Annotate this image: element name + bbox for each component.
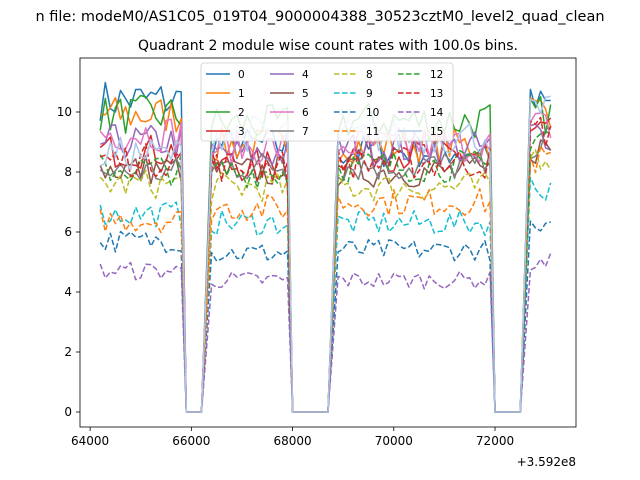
legend-label-9: 9 <box>366 88 373 100</box>
legend-label-6: 6 <box>302 107 309 119</box>
legend-label-8: 8 <box>366 69 373 81</box>
legend-label-4: 4 <box>302 69 309 81</box>
chart-title: Quadrant 2 module wise count rates with … <box>138 38 518 54</box>
y-tick-label: 2 <box>64 345 72 359</box>
series-line-14 <box>99 252 552 413</box>
x-tick-label: 66000 <box>172 434 210 448</box>
series-lines <box>99 81 552 413</box>
x-tick-label: 68000 <box>273 434 311 448</box>
x-offset-label: +3.592e8 <box>517 455 576 469</box>
y-tick-label: 10 <box>57 105 72 119</box>
legend-label-13: 13 <box>430 88 443 100</box>
legend-label-15: 15 <box>430 126 443 138</box>
legend-label-5: 5 <box>302 88 309 100</box>
series-line-9 <box>99 176 552 413</box>
legend-label-7: 7 <box>302 126 309 138</box>
legend-label-10: 10 <box>366 107 379 119</box>
legend-box <box>200 62 454 142</box>
y-tick-label: 6 <box>64 225 72 239</box>
legend-label-2: 2 <box>238 107 245 119</box>
legend-label-11: 11 <box>366 126 379 138</box>
x-tick-label: 72000 <box>476 434 514 448</box>
axes-frame <box>79 57 577 428</box>
series-line-15 <box>99 95 551 413</box>
y-tick-label: 0 <box>64 405 72 419</box>
figure-suptitle: n file: modeM0/AS1C05_019T04_9000004388_… <box>35 9 604 25</box>
x-tick-label: 70000 <box>375 434 413 448</box>
legend-label-1: 1 <box>238 88 245 100</box>
legend-label-0: 0 <box>238 69 245 81</box>
x-tick-label: 64000 <box>71 434 109 448</box>
legend-label-12: 12 <box>430 69 443 81</box>
legend-label-14: 14 <box>430 107 444 119</box>
legend-label-3: 3 <box>238 126 245 138</box>
y-tick-label: 8 <box>64 165 72 179</box>
y-tick-label: 4 <box>64 285 72 299</box>
